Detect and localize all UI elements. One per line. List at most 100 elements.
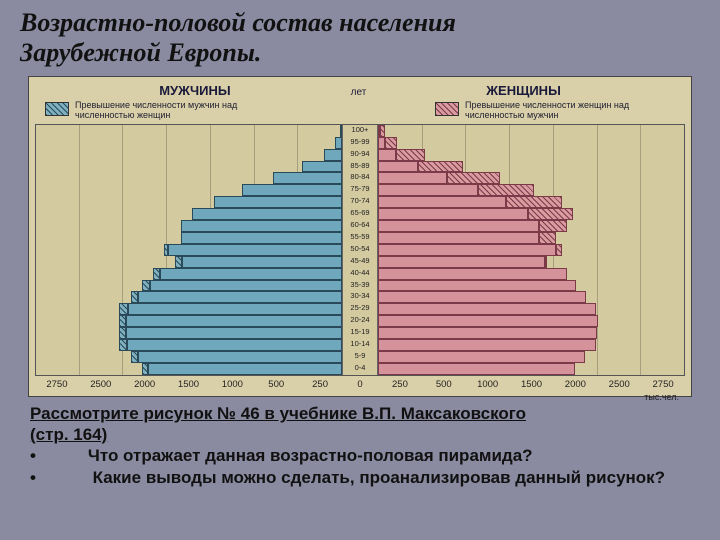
bar-female <box>378 327 597 339</box>
bar-female <box>378 196 506 208</box>
x-tick: 1000 <box>210 379 254 390</box>
bar-male <box>168 244 342 256</box>
age-label: 70-74 <box>343 196 377 208</box>
caption-line2: (стр. 164) <box>30 425 107 444</box>
page-title: Возрастно-половой состав населения Заруб… <box>0 0 720 72</box>
bar-row <box>36 256 342 268</box>
age-axis: 100+95-9990-9485-8980-8475-7970-7465-696… <box>342 125 378 375</box>
caption-block: Рассмотрите рисунок № 46 в учебнике В.П.… <box>0 403 720 488</box>
age-label: 80-84 <box>343 172 377 184</box>
x-axis: 25050010001500200025002750 0 25050010001… <box>35 376 685 390</box>
bar-row <box>378 315 684 327</box>
bar-row <box>378 220 684 232</box>
bar-male <box>324 149 342 161</box>
bar-female-excess <box>539 232 556 244</box>
bar-row <box>36 125 342 137</box>
bar-row <box>36 280 342 292</box>
bar-row <box>36 220 342 232</box>
bullet2-prefix: • <box>30 468 93 487</box>
bar-male-excess <box>131 351 139 363</box>
bar-row <box>378 244 684 256</box>
bar-male <box>150 280 343 292</box>
header-male: МУЖЧИНЫ <box>159 83 230 98</box>
caption-line1: Рассмотрите рисунок № 46 в учебнике В.П.… <box>30 404 526 423</box>
bar-row <box>378 339 684 351</box>
x-tick: 250 <box>298 379 342 390</box>
bar-female <box>378 137 385 149</box>
bar-row <box>378 232 684 244</box>
title-line-2: Зарубежной Европы. <box>20 38 700 68</box>
bars-male <box>36 125 342 375</box>
bar-male-excess <box>142 363 149 375</box>
x-tick: 500 <box>254 379 298 390</box>
bar-female <box>378 256 545 268</box>
bar-row <box>378 256 684 268</box>
bar-row <box>378 351 684 363</box>
title-line-1: Возрастно-половой состав населения <box>20 8 700 38</box>
bar-female-excess <box>396 149 425 161</box>
bar-male <box>242 184 342 196</box>
bar-female <box>378 161 418 173</box>
bar-row <box>36 137 342 149</box>
bullet1-prefix: • <box>30 446 88 465</box>
age-label: 10-14 <box>343 339 377 351</box>
bar-male-excess <box>119 327 126 339</box>
bar-row <box>36 244 342 256</box>
bar-male <box>160 268 342 280</box>
bar-female <box>378 149 396 161</box>
bar-row <box>378 149 684 161</box>
bar-female <box>378 244 556 256</box>
bar-male-excess <box>175 256 182 268</box>
bar-female-excess <box>506 196 562 208</box>
legend-male-excess: Превышение численности мужчин над числен… <box>45 100 265 120</box>
bar-female-excess <box>418 161 463 173</box>
chart-legends: Превышение численности мужчин над числен… <box>35 100 685 124</box>
x-tick: 500 <box>422 379 466 390</box>
bar-row <box>36 208 342 220</box>
bar-male <box>181 220 342 232</box>
bar-male-excess <box>119 303 128 315</box>
bar-row <box>378 327 684 339</box>
bar-male <box>127 339 342 351</box>
bar-row <box>36 161 342 173</box>
bars-female <box>378 125 684 375</box>
bar-row <box>378 137 684 149</box>
age-label: 5-9 <box>343 351 377 363</box>
bar-row <box>378 161 684 173</box>
x-tick: 250 <box>378 379 422 390</box>
bar-female-excess <box>545 256 547 268</box>
bar-male <box>138 351 342 363</box>
bar-female <box>378 208 528 220</box>
bar-female <box>378 184 478 196</box>
bar-female <box>378 232 539 244</box>
bar-row <box>36 363 342 375</box>
age-label: 15-19 <box>343 327 377 339</box>
age-label: 65-69 <box>343 208 377 220</box>
x-tick: 2500 <box>597 379 641 390</box>
bar-female-excess <box>380 125 384 137</box>
age-label: 55-59 <box>343 232 377 244</box>
age-label: 100+ <box>343 125 377 137</box>
bar-male <box>340 125 342 137</box>
age-label: 50-54 <box>343 244 377 256</box>
bar-row <box>378 291 684 303</box>
x-axis-unit: тыс.чел. <box>644 392 679 402</box>
bar-row <box>378 268 684 280</box>
bar-female-excess <box>539 220 567 232</box>
bar-row <box>378 196 684 208</box>
bar-male-excess <box>119 315 126 327</box>
chart-headers: МУЖЧИНЫ лет ЖЕНЩИНЫ <box>35 83 685 98</box>
age-label: 25-29 <box>343 303 377 315</box>
bar-row <box>378 125 684 137</box>
x-tick: 2000 <box>123 379 167 390</box>
bar-row <box>36 196 342 208</box>
age-label: 95-99 <box>343 137 377 149</box>
swatch-female-hatch <box>435 102 459 116</box>
bar-male <box>192 208 342 220</box>
header-age-unit: лет <box>351 87 367 98</box>
legend-left-text: Превышение численности мужчин над числен… <box>75 100 265 120</box>
bar-female-excess <box>556 244 562 256</box>
bar-female-excess <box>478 184 534 196</box>
legend-right-text: Превышение численности женщин над числен… <box>465 100 655 120</box>
bar-female <box>378 339 596 351</box>
